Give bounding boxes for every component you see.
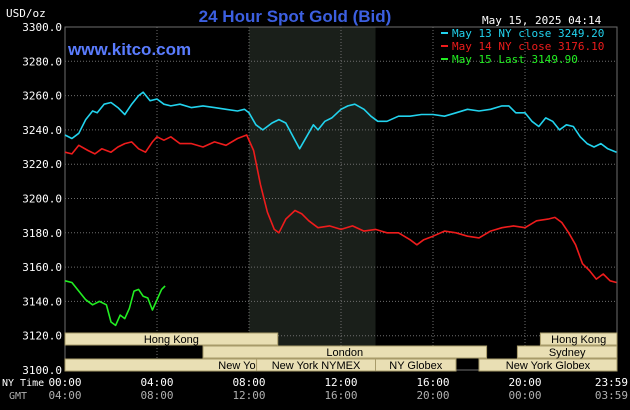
y-tick-label: 3180.0	[22, 227, 62, 240]
series-line-2	[64, 134, 617, 284]
series-line-1	[64, 91, 617, 153]
y-tick-label: 3200.0	[22, 193, 62, 206]
x-tick-label-gmt: 03:59	[595, 389, 628, 402]
session-label-ny-globex: NY Globex	[389, 360, 442, 372]
session-label-new-york-nymex: New York NYMEX	[272, 360, 361, 372]
session-label-london: London	[326, 347, 363, 359]
y-tick-label: 3280.0	[22, 55, 62, 68]
y-tick-label: 3300.0	[22, 21, 62, 34]
x-tick-label-gmt: 00:00	[508, 389, 541, 402]
y-tick-label: 3220.0	[22, 158, 62, 171]
legend-entry: May 14 NY close 3176.10	[452, 40, 604, 53]
session-bar-london	[202, 345, 488, 359]
x-tick-label-gmt: 20:00	[416, 389, 449, 402]
x-tick-label-gmt: 12:00	[232, 389, 265, 402]
gmt-label: GMT	[9, 391, 27, 402]
x-tick-label-ny: 00:00	[48, 376, 81, 389]
legend-entry: May 13 NY close 3249.20	[452, 27, 604, 40]
session-label-new-york-globex: New York Globex	[506, 360, 591, 372]
x-tick-label-ny: 16:00	[416, 376, 449, 389]
y-tick-label: 3140.0	[22, 295, 62, 308]
x-tick-label-gmt: 16:00	[324, 389, 357, 402]
chart-title: 24 Hour Spot Gold (Bid)	[199, 7, 392, 26]
x-tick-label-ny: 20:00	[508, 376, 541, 389]
x-tick-label-ny: 08:00	[232, 376, 265, 389]
x-tick-label-ny: 04:00	[140, 376, 173, 389]
website-watermark[interactable]: www.kitco.com	[67, 40, 191, 59]
unit-label: USD/oz	[6, 7, 46, 20]
session-bar-hong-kong	[64, 332, 279, 346]
legend-entry: May 15 Last 3149.90	[452, 53, 578, 66]
series-line-3	[64, 280, 166, 327]
x-tick-label-gmt: 04:00	[48, 389, 81, 402]
y-tick-label: 3100.0	[22, 364, 62, 377]
session-label-hong-kong: Hong Kong	[144, 334, 199, 346]
x-tick-label-gmt: 08:00	[140, 389, 173, 402]
timestamp: May 15, 2025 04:14	[482, 14, 602, 27]
y-tick-label: 3260.0	[22, 90, 62, 103]
session-bar-hong-kong	[539, 332, 618, 346]
session-bar-new-york-globex	[478, 358, 618, 372]
session-bar-sydney	[516, 345, 618, 359]
x-tick-label-ny: 23:59	[595, 376, 628, 389]
ny-time-label: NY Time	[2, 378, 44, 389]
plot-area: 3100.0 3120.0 3140.0 3160.0 3180.0 3200.0 3220…	[22, 21, 628, 402]
y-tick-label: 3160.0	[22, 261, 62, 274]
session-bar-ny-globex	[375, 358, 457, 372]
y-tick-label: 3120.0	[22, 330, 62, 343]
y-tick-label: 3240.0	[22, 124, 62, 137]
session-label-hong-kong: Hong Kong	[551, 334, 606, 346]
nymex-session-shade	[249, 27, 376, 370]
x-tick-label-ny: 12:00	[324, 376, 357, 389]
session-label-sydney: Sydney	[549, 347, 586, 359]
